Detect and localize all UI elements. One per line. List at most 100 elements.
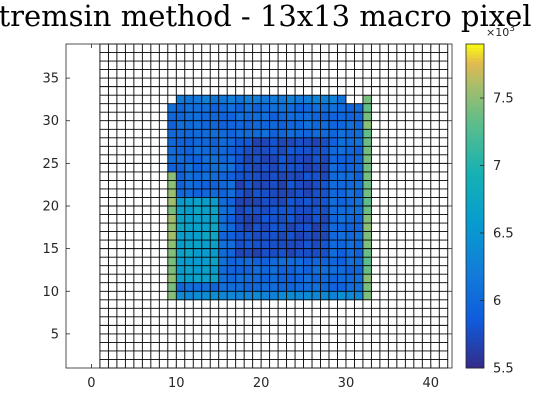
heatmap-cell	[328, 197, 338, 207]
heatmap-cell	[278, 180, 287, 190]
colorbar-segment	[466, 131, 484, 136]
heatmap-cell	[362, 257, 372, 266]
heatmap-cell	[244, 231, 253, 241]
heatmap-cell	[167, 197, 177, 207]
cell-gridlines	[99, 43, 449, 369]
heatmap-cell	[312, 248, 321, 258]
heatmap-cell	[193, 163, 203, 173]
heatmap-cell	[210, 129, 220, 139]
heatmap-cell	[210, 223, 220, 232]
heatmap-cell	[337, 282, 347, 292]
heatmap-cell	[176, 257, 186, 266]
heatmap-cell	[176, 112, 186, 122]
heatmap-cell	[193, 291, 203, 301]
colorbar-segment	[466, 222, 484, 227]
heatmap-cell	[184, 180, 194, 190]
colorbar-segment	[466, 324, 484, 328]
heatmap-cell	[295, 265, 304, 275]
heatmap-cell	[176, 265, 186, 275]
x-tick-label: 20	[253, 376, 270, 391]
heatmap-cell	[337, 129, 347, 139]
heatmap-cell	[244, 137, 253, 147]
heatmap-cell	[235, 214, 245, 224]
colorbar: 5.5 6 6.5 7 7.5	[465, 43, 514, 377]
heatmap-cell	[193, 257, 203, 266]
heatmap-cell	[269, 180, 279, 190]
heatmap-cell	[354, 103, 364, 113]
heatmap-cell	[337, 112, 347, 122]
heatmap-cell	[278, 274, 287, 284]
heatmap-cell	[261, 291, 270, 301]
heatmap-cell	[201, 120, 211, 130]
heatmap-cell	[320, 274, 330, 284]
heatmap-cell	[252, 231, 262, 241]
heatmap-cell	[362, 197, 372, 207]
heatmap-cell	[269, 120, 279, 130]
heatmap-cell	[227, 163, 236, 173]
heatmap-cell	[193, 112, 203, 122]
y-tick-label: 25	[42, 157, 59, 172]
heatmap-cell	[193, 274, 203, 284]
heatmap-cell	[261, 257, 270, 266]
heatmap-cell	[354, 197, 364, 207]
heatmap-cell	[227, 282, 236, 292]
heatmap-cell	[167, 248, 177, 258]
heatmap-cell	[167, 206, 177, 215]
heatmap-cell	[176, 180, 186, 190]
heatmap-cell	[328, 163, 338, 173]
heatmap-cell	[218, 180, 228, 190]
heatmap-cell	[201, 163, 211, 173]
colorbar-segment	[466, 364, 484, 369]
heatmap-cell	[278, 112, 287, 122]
chart-title: tremsin method - 13x13 macro pixel	[0, 0, 532, 33]
colorbar-segment	[466, 47, 484, 52]
heatmap-cell	[337, 95, 347, 104]
heatmap-cell	[210, 197, 220, 207]
heatmap-cell	[184, 248, 194, 258]
colorbar-segment	[466, 179, 484, 183]
heatmap-cell	[295, 206, 304, 215]
heatmap-cell	[201, 231, 211, 241]
heatmap-cell	[227, 223, 236, 232]
heatmap-cell	[303, 214, 313, 224]
heatmap-cell	[184, 197, 194, 207]
colorbar-segment	[466, 226, 484, 231]
heatmap-cell	[218, 129, 228, 139]
heatmap-cell	[345, 291, 355, 301]
heatmap-cell	[328, 180, 338, 190]
heatmap-cell	[193, 248, 203, 258]
heatmap-cell	[235, 248, 245, 258]
colorbar-segment	[466, 334, 484, 339]
heatmap-cell	[278, 282, 287, 292]
heatmap-cell	[167, 240, 177, 249]
heatmap-cell	[278, 214, 287, 224]
colorbar-segment	[466, 114, 484, 119]
heatmap-cell	[286, 257, 296, 266]
heatmap-cell	[252, 206, 262, 215]
heatmap-cell	[354, 137, 364, 147]
heatmap-cell	[218, 282, 228, 292]
heatmap-cell	[244, 154, 253, 164]
heatmap-cell	[244, 171, 253, 181]
heatmap-cell	[193, 231, 203, 241]
colorbar-segment	[466, 233, 484, 237]
heatmap-cell	[261, 129, 270, 139]
heatmap-cell	[354, 291, 364, 301]
heatmap-cell	[252, 120, 262, 130]
heatmap-cell	[244, 248, 253, 258]
colorbar-segment	[466, 357, 484, 362]
heatmap-cell	[235, 223, 245, 232]
colorbar-segment	[466, 330, 484, 335]
heatmap-cell	[235, 197, 245, 207]
heatmap-cell	[354, 146, 364, 156]
heatmap-cell	[295, 274, 304, 284]
heatmap-cell	[210, 146, 220, 156]
heatmap-cell	[201, 137, 211, 147]
heatmap-cell	[235, 282, 245, 292]
heatmap-cell	[167, 265, 177, 275]
heatmap-cell	[227, 120, 236, 130]
heatmap-cell	[312, 163, 321, 173]
heatmap-cell	[354, 120, 364, 130]
heatmap-cell	[176, 223, 186, 232]
colorbar-segment	[466, 263, 484, 268]
